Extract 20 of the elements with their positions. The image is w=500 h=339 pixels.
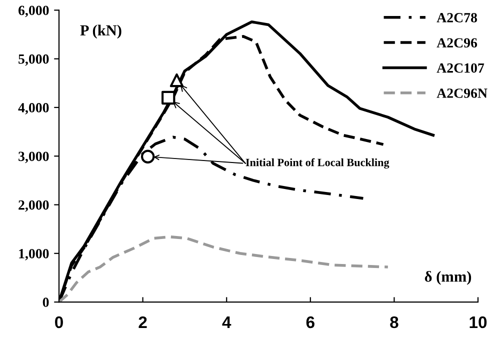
y-tick-label: 5,000 (18, 54, 49, 66)
legend-label: A2C78 (436, 12, 478, 22)
y-tick-label: 4,000 (18, 103, 49, 114)
y-axis-title: P (kN) (80, 24, 122, 39)
x-tick-label: 10 (470, 316, 487, 328)
y-tick-label: 3,000 (18, 152, 49, 164)
y-tick-label: 2,000 (18, 200, 49, 212)
x-tick-label: 2 (138, 316, 147, 328)
legend-label: A2C96N (436, 88, 488, 98)
y-tick-label: 1,000 (19, 248, 49, 260)
x-tick-label: 6 (306, 316, 314, 328)
y-tick-label: 6,000 (18, 6, 49, 18)
x-tick-label: 8 (390, 316, 398, 328)
x-tick-label: 4 (222, 316, 232, 328)
x-axis-title: δ (mm) (424, 270, 472, 285)
legend-label: A2C107 (436, 63, 484, 73)
annotation: Initial Point of Local Buckling (246, 158, 390, 169)
legend-label: A2C96 (436, 38, 478, 48)
x-tick-label: 0 (55, 316, 63, 328)
y-tick-label: 0 (42, 298, 49, 308)
